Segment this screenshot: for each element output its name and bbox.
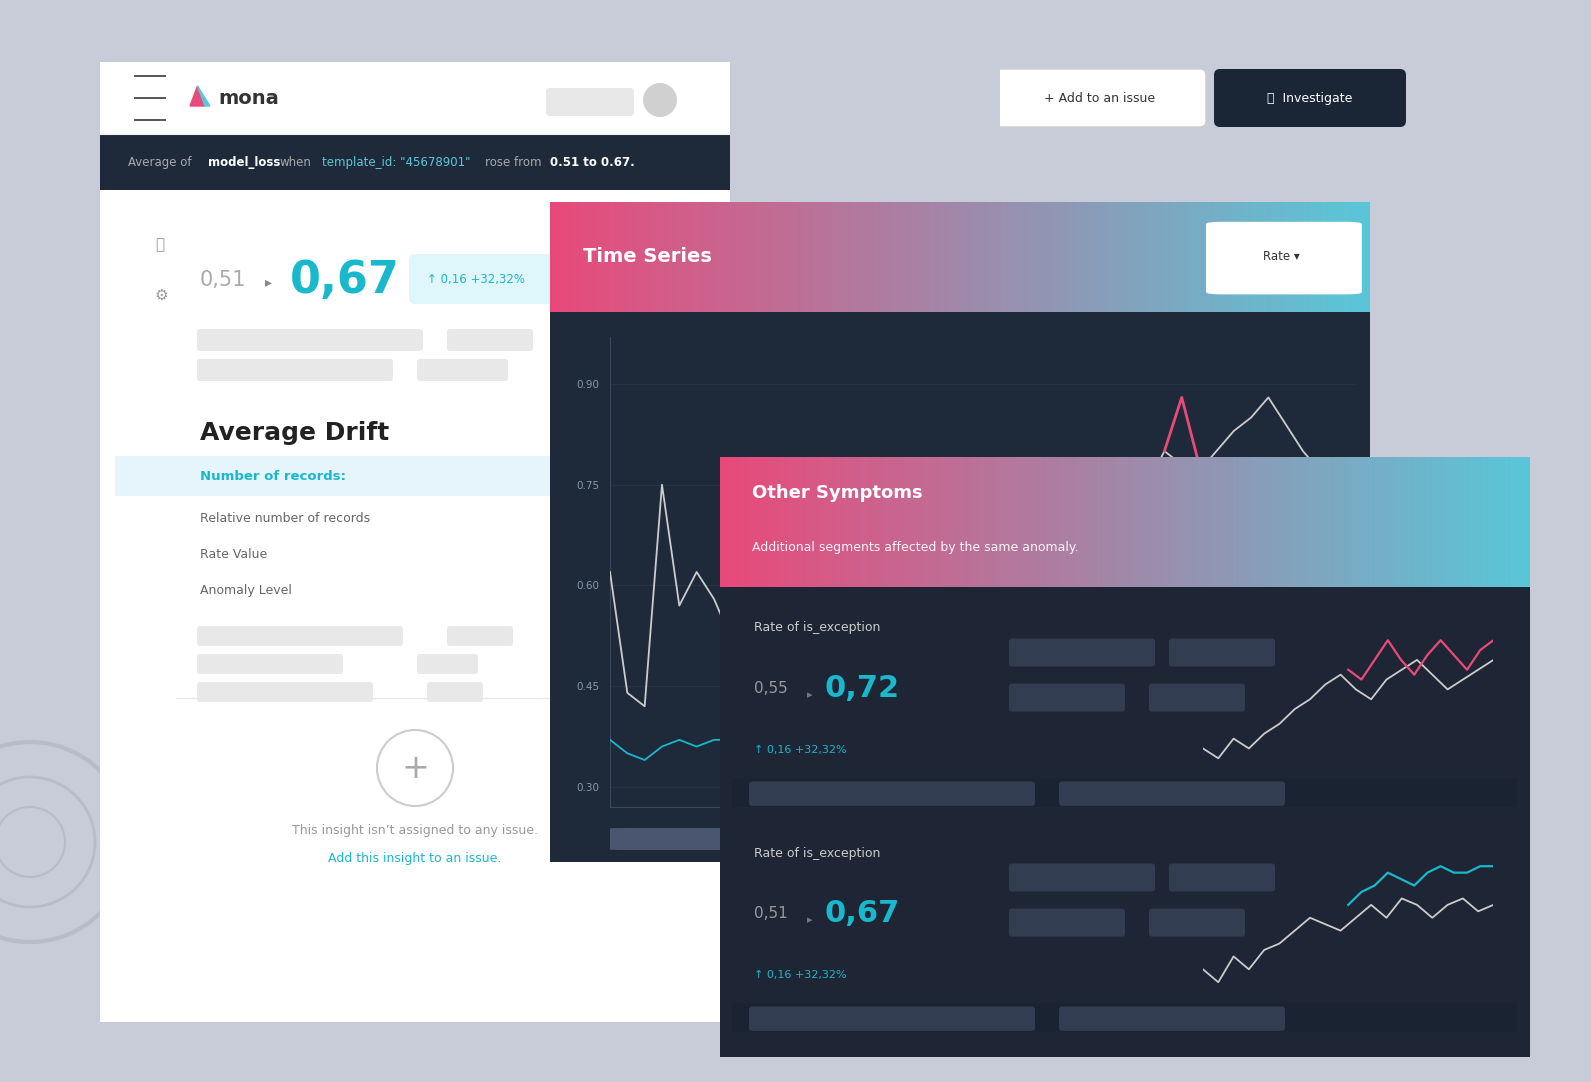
FancyBboxPatch shape xyxy=(1352,737,1403,937)
Text: Rate of is_exception: Rate of is_exception xyxy=(754,621,880,634)
FancyBboxPatch shape xyxy=(417,359,508,381)
Text: model_loss: model_loss xyxy=(208,156,280,169)
Text: + Add to an issue: + Add to an issue xyxy=(1044,92,1155,105)
FancyBboxPatch shape xyxy=(197,654,344,674)
Text: This insight isn’t assigned to any issue.: This insight isn’t assigned to any issue… xyxy=(293,823,538,836)
FancyBboxPatch shape xyxy=(426,682,484,702)
Text: Rate of is_exception: Rate of is_exception xyxy=(754,846,880,859)
Text: 2763 › 916: 2763 › 916 xyxy=(600,470,679,483)
FancyBboxPatch shape xyxy=(1274,452,1324,937)
FancyBboxPatch shape xyxy=(1009,863,1155,892)
Bar xyxy=(732,1003,1516,1032)
Text: Additional segments affected by the same anomaly.: Additional segments affected by the same… xyxy=(753,541,1079,554)
Text: 🔍  Investigate: 🔍 Investigate xyxy=(1268,92,1352,105)
Polygon shape xyxy=(189,85,205,106)
FancyBboxPatch shape xyxy=(409,254,562,304)
Text: 🔍: 🔍 xyxy=(154,238,164,252)
FancyBboxPatch shape xyxy=(1195,787,1246,937)
Text: rose from: rose from xyxy=(485,156,541,169)
FancyBboxPatch shape xyxy=(447,329,533,351)
Text: 0.51 › 0.67: 0.51 › 0.67 xyxy=(600,547,676,560)
Circle shape xyxy=(643,83,678,117)
FancyBboxPatch shape xyxy=(1009,684,1125,712)
Text: 0,67: 0,67 xyxy=(824,898,899,927)
Bar xyxy=(115,456,714,496)
FancyBboxPatch shape xyxy=(1009,638,1155,667)
Text: 0,72: 0,72 xyxy=(824,674,899,702)
Circle shape xyxy=(377,730,453,806)
Bar xyxy=(732,778,1516,807)
FancyBboxPatch shape xyxy=(1169,638,1274,667)
FancyBboxPatch shape xyxy=(1214,69,1406,127)
FancyBboxPatch shape xyxy=(447,626,512,646)
Text: Average Drift: Average Drift xyxy=(200,421,390,445)
Text: mona: mona xyxy=(218,89,278,107)
Text: Average of: Average of xyxy=(127,156,196,169)
FancyBboxPatch shape xyxy=(197,329,423,351)
Text: 19.51% › 20: 19.51% › 20 xyxy=(600,512,684,525)
FancyBboxPatch shape xyxy=(994,69,1206,127)
Text: 0,51: 0,51 xyxy=(200,270,247,290)
Polygon shape xyxy=(197,85,210,106)
Text: ⚙: ⚙ xyxy=(154,288,169,303)
Text: ▸: ▸ xyxy=(807,690,813,700)
FancyBboxPatch shape xyxy=(1117,702,1166,937)
FancyBboxPatch shape xyxy=(197,626,403,646)
FancyBboxPatch shape xyxy=(595,828,1153,850)
Text: ↑ 0,16 +32,32%: ↑ 0,16 +32,32% xyxy=(754,744,846,754)
Text: Time Series: Time Series xyxy=(582,248,711,266)
Bar xyxy=(100,62,730,134)
Text: 0,55: 0,55 xyxy=(754,681,788,696)
Text: Anomaly Level: Anomaly Level xyxy=(200,583,291,596)
Text: Add this insight to an issue.: Add this insight to an issue. xyxy=(328,852,501,865)
Text: 0,67: 0,67 xyxy=(290,259,399,302)
FancyBboxPatch shape xyxy=(1149,909,1246,937)
FancyBboxPatch shape xyxy=(546,88,633,116)
FancyBboxPatch shape xyxy=(749,1006,1036,1031)
FancyBboxPatch shape xyxy=(1060,1006,1286,1031)
Text: 0.51 to 0.67.: 0.51 to 0.67. xyxy=(550,156,635,169)
FancyBboxPatch shape xyxy=(708,448,1542,1066)
FancyBboxPatch shape xyxy=(538,193,1383,872)
FancyBboxPatch shape xyxy=(1206,222,1362,294)
Text: template_id: "45678901": template_id: "45678901" xyxy=(321,156,471,169)
FancyBboxPatch shape xyxy=(1169,863,1274,892)
FancyBboxPatch shape xyxy=(84,47,745,1037)
Text: 0,51: 0,51 xyxy=(754,906,788,921)
Bar xyxy=(100,134,730,190)
FancyBboxPatch shape xyxy=(197,682,372,702)
Text: +: + xyxy=(401,752,430,784)
Text: Other Symptoms: Other Symptoms xyxy=(753,485,923,502)
FancyBboxPatch shape xyxy=(1009,909,1125,937)
Text: ▸: ▸ xyxy=(266,275,272,289)
Text: ▸: ▸ xyxy=(807,915,813,925)
FancyBboxPatch shape xyxy=(1149,684,1246,712)
Text: ↑ 0,16 +32,32%: ↑ 0,16 +32,32% xyxy=(426,273,525,286)
Text: Rate Value: Rate Value xyxy=(200,547,267,560)
Text: Rate ▾: Rate ▾ xyxy=(1263,251,1300,264)
Text: when: when xyxy=(280,156,312,169)
FancyBboxPatch shape xyxy=(1060,781,1286,806)
Text: 0.33: 0.33 xyxy=(600,583,630,596)
Text: Relative number of records: Relative number of records xyxy=(200,512,371,525)
FancyBboxPatch shape xyxy=(749,781,1036,806)
FancyBboxPatch shape xyxy=(417,654,477,674)
Text: Number of records:: Number of records: xyxy=(200,470,345,483)
FancyBboxPatch shape xyxy=(197,359,393,381)
Text: ↑ 0,16 +32,32%: ↑ 0,16 +32,32% xyxy=(754,969,846,979)
